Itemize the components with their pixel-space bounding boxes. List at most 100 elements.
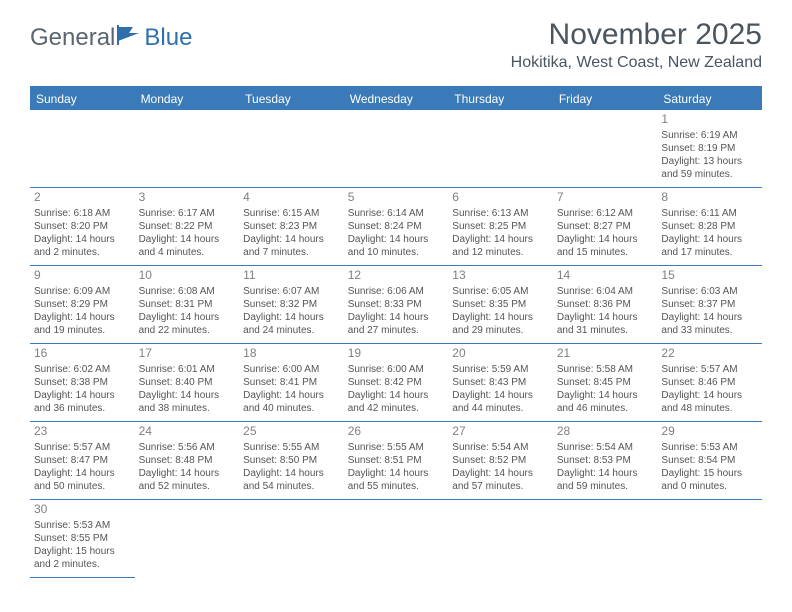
sunset-text: Sunset: 8:32 PM xyxy=(243,298,340,311)
calendar-empty-cell xyxy=(30,110,135,188)
daylight-text: Daylight: 14 hours and 42 minutes. xyxy=(348,389,445,415)
sunrise-text: Sunrise: 6:18 AM xyxy=(34,207,131,220)
calendar-day: 4Sunrise: 6:15 AMSunset: 8:23 PMDaylight… xyxy=(239,188,344,266)
sunrise-text: Sunrise: 6:06 AM xyxy=(348,285,445,298)
calendar-day: 20Sunrise: 5:59 AMSunset: 8:43 PMDayligh… xyxy=(448,344,553,422)
daylight-text: Daylight: 15 hours and 2 minutes. xyxy=(34,545,131,571)
sunrise-text: Sunrise: 6:14 AM xyxy=(348,207,445,220)
sunset-text: Sunset: 8:29 PM xyxy=(34,298,131,311)
sunset-text: Sunset: 8:19 PM xyxy=(661,142,758,155)
daylight-text: Daylight: 14 hours and 48 minutes. xyxy=(661,389,758,415)
sunrise-text: Sunrise: 6:01 AM xyxy=(139,363,236,376)
calendar-day: 10Sunrise: 6:08 AMSunset: 8:31 PMDayligh… xyxy=(135,266,240,344)
daylight-text: Daylight: 14 hours and 15 minutes. xyxy=(557,233,654,259)
sunrise-text: Sunrise: 6:00 AM xyxy=(348,363,445,376)
sunset-text: Sunset: 8:22 PM xyxy=(139,220,236,233)
sunrise-text: Sunrise: 6:00 AM xyxy=(243,363,340,376)
daylight-text: Daylight: 13 hours and 59 minutes. xyxy=(661,155,758,181)
sunrise-text: Sunrise: 6:15 AM xyxy=(243,207,340,220)
logo: General Blue xyxy=(30,18,192,52)
day-number: 13 xyxy=(452,268,549,284)
day-number: 10 xyxy=(139,268,236,284)
calendar-day: 29Sunrise: 5:53 AMSunset: 8:54 PMDayligh… xyxy=(657,422,762,500)
day-number: 25 xyxy=(243,424,340,440)
day-number: 7 xyxy=(557,190,654,206)
sunrise-text: Sunrise: 5:57 AM xyxy=(34,441,131,454)
sunset-text: Sunset: 8:25 PM xyxy=(452,220,549,233)
sunset-text: Sunset: 8:33 PM xyxy=(348,298,445,311)
sunrise-text: Sunrise: 5:53 AM xyxy=(34,519,131,532)
daylight-text: Daylight: 14 hours and 22 minutes. xyxy=(139,311,236,337)
calendar-day: 2Sunrise: 6:18 AMSunset: 8:20 PMDaylight… xyxy=(30,188,135,266)
daylight-text: Daylight: 14 hours and 29 minutes. xyxy=(452,311,549,337)
calendar-empty-cell xyxy=(135,110,240,188)
calendar-day: 30Sunrise: 5:53 AMSunset: 8:55 PMDayligh… xyxy=(30,500,135,578)
day-number: 19 xyxy=(348,346,445,362)
calendar-empty-cell xyxy=(239,500,344,578)
sunset-text: Sunset: 8:50 PM xyxy=(243,454,340,467)
sunrise-text: Sunrise: 5:55 AM xyxy=(243,441,340,454)
day-number: 18 xyxy=(243,346,340,362)
sunrise-text: Sunrise: 5:55 AM xyxy=(348,441,445,454)
sunset-text: Sunset: 8:24 PM xyxy=(348,220,445,233)
sunrise-text: Sunrise: 5:54 AM xyxy=(452,441,549,454)
sunset-text: Sunset: 8:45 PM xyxy=(557,376,654,389)
daylight-text: Daylight: 14 hours and 52 minutes. xyxy=(139,467,236,493)
daylight-text: Daylight: 14 hours and 17 minutes. xyxy=(661,233,758,259)
logo-text-2: Blue xyxy=(144,24,192,52)
calendar-day: 18Sunrise: 6:00 AMSunset: 8:41 PMDayligh… xyxy=(239,344,344,422)
calendar-day: 25Sunrise: 5:55 AMSunset: 8:50 PMDayligh… xyxy=(239,422,344,500)
day-number: 23 xyxy=(34,424,131,440)
title-block: November 2025 Hokitika, West Coast, New … xyxy=(511,18,762,72)
flag-icon xyxy=(117,24,143,52)
calendar-empty-cell xyxy=(344,110,449,188)
weekday-header: Saturday xyxy=(657,88,762,110)
day-number: 30 xyxy=(34,502,131,518)
location: Hokitika, West Coast, New Zealand xyxy=(511,54,762,72)
day-number: 21 xyxy=(557,346,654,362)
calendar-empty-cell xyxy=(344,500,449,578)
sunrise-text: Sunrise: 5:54 AM xyxy=(557,441,654,454)
sunset-text: Sunset: 8:37 PM xyxy=(661,298,758,311)
daylight-text: Daylight: 14 hours and 12 minutes. xyxy=(452,233,549,259)
calendar-day: 22Sunrise: 5:57 AMSunset: 8:46 PMDayligh… xyxy=(657,344,762,422)
sunset-text: Sunset: 8:51 PM xyxy=(348,454,445,467)
sunset-text: Sunset: 8:52 PM xyxy=(452,454,549,467)
day-number: 3 xyxy=(139,190,236,206)
calendar-day: 28Sunrise: 5:54 AMSunset: 8:53 PMDayligh… xyxy=(553,422,658,500)
sunset-text: Sunset: 8:43 PM xyxy=(452,376,549,389)
day-number: 24 xyxy=(139,424,236,440)
sunset-text: Sunset: 8:47 PM xyxy=(34,454,131,467)
daylight-text: Daylight: 14 hours and 19 minutes. xyxy=(34,311,131,337)
calendar-day: 15Sunrise: 6:03 AMSunset: 8:37 PMDayligh… xyxy=(657,266,762,344)
day-number: 9 xyxy=(34,268,131,284)
daylight-text: Daylight: 14 hours and 46 minutes. xyxy=(557,389,654,415)
sunrise-text: Sunrise: 6:19 AM xyxy=(661,129,758,142)
sunset-text: Sunset: 8:42 PM xyxy=(348,376,445,389)
day-number: 14 xyxy=(557,268,654,284)
calendar-day: 19Sunrise: 6:00 AMSunset: 8:42 PMDayligh… xyxy=(344,344,449,422)
daylight-text: Daylight: 14 hours and 10 minutes. xyxy=(348,233,445,259)
sunset-text: Sunset: 8:23 PM xyxy=(243,220,340,233)
calendar-day: 27Sunrise: 5:54 AMSunset: 8:52 PMDayligh… xyxy=(448,422,553,500)
weekday-header: Thursday xyxy=(448,88,553,110)
day-number: 16 xyxy=(34,346,131,362)
calendar-day: 14Sunrise: 6:04 AMSunset: 8:36 PMDayligh… xyxy=(553,266,658,344)
daylight-text: Daylight: 14 hours and 40 minutes. xyxy=(243,389,340,415)
sunrise-text: Sunrise: 6:02 AM xyxy=(34,363,131,376)
calendar-day: 11Sunrise: 6:07 AMSunset: 8:32 PMDayligh… xyxy=(239,266,344,344)
calendar-empty-cell xyxy=(553,500,658,578)
daylight-text: Daylight: 14 hours and 38 minutes. xyxy=(139,389,236,415)
day-number: 12 xyxy=(348,268,445,284)
day-number: 22 xyxy=(661,346,758,362)
calendar-empty-cell xyxy=(448,110,553,188)
sunrise-text: Sunrise: 6:05 AM xyxy=(452,285,549,298)
calendar-day: 7Sunrise: 6:12 AMSunset: 8:27 PMDaylight… xyxy=(553,188,658,266)
weekday-header: Tuesday xyxy=(239,88,344,110)
weekday-header: Monday xyxy=(135,88,240,110)
calendar-day: 26Sunrise: 5:55 AMSunset: 8:51 PMDayligh… xyxy=(344,422,449,500)
weekday-header: Friday xyxy=(553,88,658,110)
sunset-text: Sunset: 8:53 PM xyxy=(557,454,654,467)
day-number: 26 xyxy=(348,424,445,440)
daylight-text: Daylight: 14 hours and 57 minutes. xyxy=(452,467,549,493)
